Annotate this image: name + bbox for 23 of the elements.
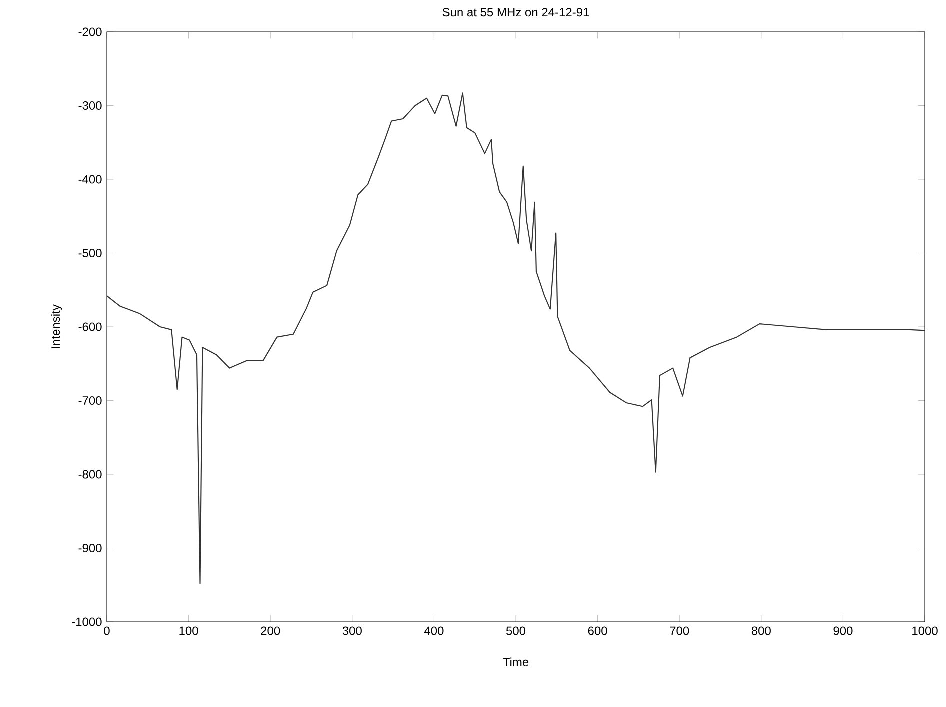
y-tick-label: -400 (78, 175, 102, 184)
y-tick-label: -600 (78, 322, 102, 332)
y-tick-label: -700 (78, 396, 102, 406)
x-tick-label: 300 (342, 626, 362, 636)
y-tick-label: -500 (78, 249, 102, 258)
y-tick-label: -300 (78, 102, 102, 110)
y-axis-title: Intensity (51, 304, 62, 348)
y-tick-label: -900 (78, 544, 102, 553)
y-tick-label: -1000 (72, 618, 102, 626)
x-tick-label: 500 (506, 626, 526, 636)
x-tick-label: 100 (180, 626, 198, 636)
y-tick-label: -200 (78, 28, 102, 36)
x-tick-label: 600 (588, 626, 608, 636)
chart-title: Sun at 55 MHz on 24-12-91 (442, 8, 590, 17)
x-tick-label: 800 (752, 626, 771, 636)
x-tick-label: 700 (670, 626, 690, 636)
x-tick-label: 200 (261, 626, 280, 636)
x-tick-label: 1000 (912, 626, 938, 636)
x-tick-label: 900 (834, 626, 853, 636)
x-axis-title: Time (503, 658, 529, 667)
y-tick-label: -800 (78, 470, 102, 479)
x-tick-label: 400 (424, 626, 444, 636)
x-tick-label: 0 (104, 626, 110, 636)
